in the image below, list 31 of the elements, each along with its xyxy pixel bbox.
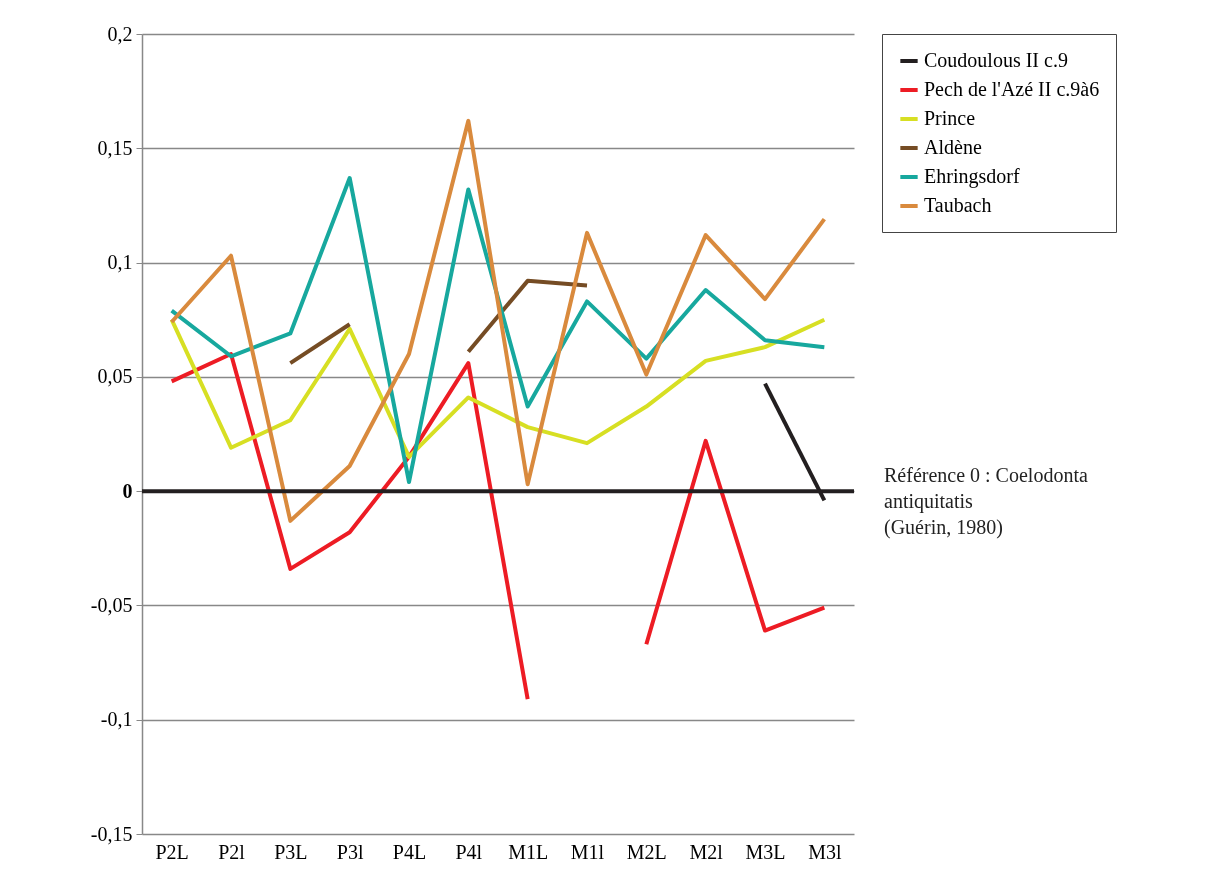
x-tick-label: M3l	[808, 840, 842, 863]
y-tick-label: 0,15	[97, 136, 133, 159]
text: Référence 0 : Coelodonta antiquitatis	[884, 464, 1088, 513]
x-tick-label: P2l	[218, 840, 246, 863]
x-tick-label: M3L	[745, 840, 786, 863]
y-tick-label: 0,1	[107, 251, 133, 274]
line-series	[169, 317, 827, 459]
x-tick-label: M1l	[570, 840, 605, 863]
y-tick-label: 0	[122, 479, 133, 502]
text: (Guérin, 1980)	[884, 516, 1003, 539]
y-tick-label: -0,15	[90, 822, 133, 845]
y-tick-label: 0,2	[107, 22, 133, 45]
legend-label: Ehringsdorf	[924, 165, 1020, 188]
line-series	[169, 118, 827, 523]
x-tick-label: M2l	[689, 840, 724, 863]
line-series	[169, 176, 827, 484]
x-tick-label: P2L	[155, 840, 189, 863]
x-tick-label: P4l	[455, 840, 483, 863]
x-tick-label: M1L	[508, 840, 549, 863]
legend-label: Prince	[924, 107, 976, 129]
legend-label: Taubach	[924, 194, 992, 216]
legend-label: Aldène	[924, 136, 982, 158]
x-tick-label: P4L	[392, 840, 427, 863]
y-tick-label: -0,05	[90, 593, 133, 616]
legend-label: Pech de l'Azé II c.9à6	[924, 78, 1100, 100]
x-tick-label: P3l	[336, 840, 364, 863]
legend-label: Coudoulous II c.9	[924, 49, 1068, 71]
y-tick-label: 0,05	[97, 365, 133, 388]
x-tick-label: P3L	[274, 840, 308, 863]
x-tick-label: M2L	[626, 840, 667, 863]
y-tick-label: -0,1	[100, 708, 133, 731]
